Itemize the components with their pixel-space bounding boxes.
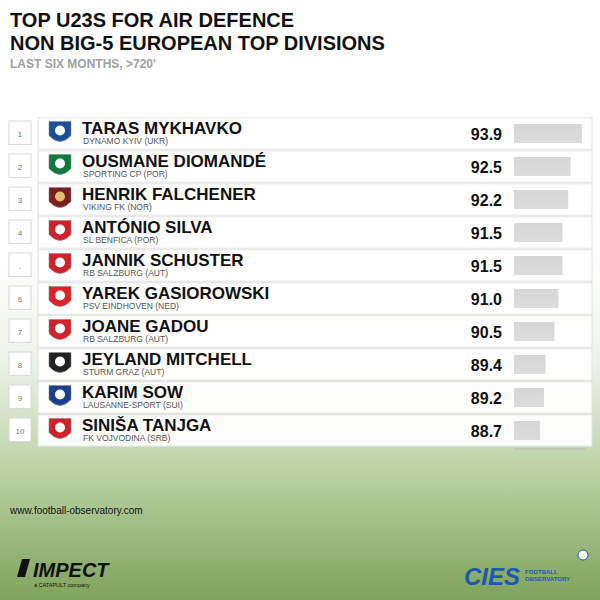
club-logo: [49, 386, 71, 406]
row-panel: [38, 217, 592, 248]
value-label: 91.5: [471, 225, 502, 242]
value-label: 91.5: [471, 258, 502, 275]
bar: [514, 388, 544, 407]
row-panel: [38, 184, 592, 215]
club-logo-detail: [55, 390, 65, 400]
club-logo-detail: [55, 126, 65, 136]
rank: 2: [18, 163, 23, 172]
club-name: VIKING FK (NOR): [83, 202, 152, 212]
bar: [514, 190, 568, 209]
ball-icon: [578, 550, 588, 560]
impect-tagline: a CATAPULT company: [34, 582, 90, 588]
rank: 9: [18, 394, 23, 403]
rank: 7: [18, 328, 23, 337]
club-logo: [49, 122, 71, 142]
bar: [514, 256, 563, 275]
title: TOP U23S FOR AIR DEFENCE: [10, 9, 294, 31]
rank-box: [9, 187, 31, 210]
background: [0, 0, 600, 600]
subtitle: NON BIG-5 EUROPEAN TOP DIVISIONS: [10, 32, 385, 54]
club-name: SL BENFICA (POR): [83, 235, 158, 245]
club-logo-detail: [55, 324, 65, 334]
cies-tagline: FOOTBALLOBSERVATORY: [525, 569, 570, 582]
club-name: FK VOJVODINA (SRB): [83, 433, 171, 443]
row-panel: [38, 151, 592, 182]
rank: 4: [18, 229, 23, 238]
club-logo-detail: [55, 357, 65, 367]
club-logo: [49, 221, 71, 241]
value-label: 90.5: [471, 324, 502, 341]
rank-box: [9, 121, 31, 144]
row-panel: [38, 250, 592, 281]
rank-box: [9, 286, 31, 309]
value-axis: [514, 449, 586, 450]
row-panel: [38, 316, 592, 347]
row-panel: [38, 118, 592, 149]
chart: TOP U23S FOR AIR DEFENCENON BIG-5 EUROPE…: [0, 0, 600, 600]
rank-box: [9, 385, 31, 408]
club-logo: [49, 320, 71, 340]
club-name: STURM GRAZ (AUT): [83, 367, 164, 377]
rank-box: [9, 253, 31, 276]
labels: 1TARAS MYKHAVKODYNAMO KYIV (UKR)93.92OUS…: [16, 119, 503, 443]
impect-logo: IMPECT: [33, 559, 110, 581]
rows: [9, 118, 592, 446]
value-label: 93.9: [471, 126, 502, 143]
rank-box: [9, 418, 31, 441]
club-logo: [49, 287, 71, 307]
row-panel: [38, 415, 592, 446]
bar: [514, 223, 563, 242]
bar: [514, 124, 582, 143]
club-logo: [49, 155, 71, 175]
club-name: DYNAMO KYIV (UKR): [83, 136, 168, 146]
club-name: LAUSANNE-SPORT (SUI): [83, 400, 183, 410]
impect-mark: [17, 559, 30, 577]
club-logo-detail: [55, 225, 65, 235]
club-logo-detail: [55, 192, 65, 202]
club-name: RB SALZBURG (AUT): [83, 268, 168, 278]
bars: [514, 124, 582, 440]
period-note: LAST SIX MONTHS, >720': [10, 57, 156, 71]
rank-box: [9, 352, 31, 375]
value-label: 92.2: [471, 192, 502, 209]
cies-tagline-line: FOOTBALL: [525, 569, 558, 575]
value-label: 89.4: [471, 357, 502, 374]
rank: 3: [18, 196, 23, 205]
bar: [514, 157, 571, 176]
club-logo-detail: [55, 258, 65, 268]
club-logo: [49, 353, 71, 373]
rank-box: [9, 154, 31, 177]
rank: 8: [18, 361, 23, 370]
club-name: SPORTING CP (POR): [83, 169, 168, 179]
rank-box: [9, 319, 31, 342]
bar: [514, 289, 558, 308]
club-logo-detail: [55, 159, 65, 169]
value-label: 88.7: [471, 423, 502, 440]
rank-box: [9, 220, 31, 243]
bar: [514, 421, 540, 440]
source: www.football-observatory.com: [9, 505, 143, 516]
club-logo: [49, 419, 71, 439]
club-logo: [49, 188, 71, 208]
club-logo-detail: [55, 291, 65, 301]
cies-logo: CIES: [464, 563, 520, 590]
rank: 10: [16, 427, 25, 436]
cies-tagline-line: OBSERVATORY: [525, 576, 570, 582]
bar: [514, 322, 554, 341]
rank: 1: [18, 130, 23, 139]
bar: [514, 355, 546, 374]
club-logo: [49, 254, 71, 274]
rank: 6: [18, 295, 23, 304]
row-panel: [38, 283, 592, 314]
club-name: RB SALZBURG (AUT): [83, 334, 168, 344]
rank: .: [19, 262, 21, 271]
row-panel: [38, 349, 592, 380]
value-label: 92.5: [471, 159, 502, 176]
value-label: 91.0: [471, 291, 502, 308]
row-panel: [38, 382, 592, 413]
club-logo-detail: [55, 423, 65, 433]
club-name: PSV EINDHOVEN (NED): [83, 301, 179, 311]
value-label: 89.2: [471, 390, 502, 407]
